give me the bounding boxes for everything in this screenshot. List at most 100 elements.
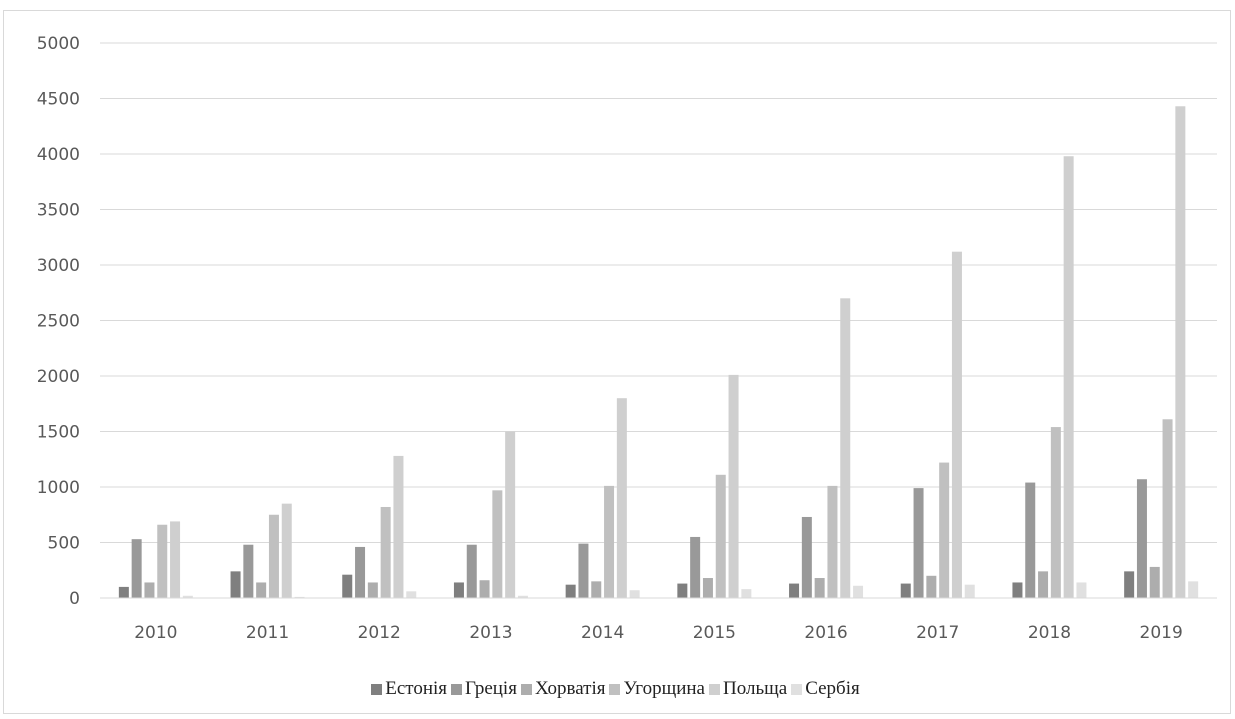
bar	[741, 589, 752, 598]
bar	[789, 583, 800, 598]
y-tick-label: 2500	[37, 312, 80, 332]
bar	[1076, 582, 1087, 598]
bar	[913, 488, 924, 598]
bar	[157, 524, 168, 598]
bar	[1012, 582, 1023, 598]
x-tick-label: 2011	[246, 623, 289, 643]
bar	[367, 582, 378, 598]
x-tick-label: 2010	[134, 623, 177, 643]
legend-label: Естонія	[385, 678, 448, 699]
legend-label: Польща	[723, 678, 788, 699]
bar	[715, 474, 726, 598]
bar	[814, 578, 825, 598]
bar	[591, 581, 602, 598]
bar	[827, 485, 838, 598]
bar	[355, 546, 366, 598]
legend: Естонія Греція Хорватія Угорщина Польща Сербі…	[0, 676, 1235, 702]
bar	[1162, 419, 1173, 598]
legend-item: Сербія	[791, 678, 860, 700]
bar	[182, 595, 193, 598]
bar	[1050, 427, 1061, 598]
legend-swatch	[520, 683, 532, 695]
y-tick-label: 3500	[37, 201, 80, 221]
legend-label: Угорщина	[623, 678, 705, 699]
bar	[604, 485, 615, 598]
bar	[342, 574, 353, 598]
y-tick-label: 1500	[37, 423, 80, 443]
x-tick-label: 2012	[358, 623, 401, 643]
y-tick-label: 3000	[37, 256, 80, 276]
bar	[230, 571, 241, 598]
bar	[1124, 571, 1135, 598]
bar	[453, 582, 464, 598]
bar	[1175, 106, 1186, 599]
legend-item: Естонія	[371, 678, 447, 700]
y-tick-label: 2000	[37, 367, 80, 387]
bar	[578, 543, 589, 598]
y-tick-label: 0	[69, 589, 80, 609]
x-tick-label: 2014	[581, 623, 624, 643]
x-tick-label: 2013	[469, 623, 512, 643]
bar	[144, 582, 155, 598]
bar	[243, 544, 254, 598]
bar	[1188, 581, 1199, 598]
legend-label: Хорватія	[534, 678, 606, 699]
bar	[939, 462, 950, 598]
y-tick-label: 4500	[37, 90, 80, 110]
bar	[131, 539, 142, 598]
x-tick-label: 2017	[916, 623, 959, 643]
bar	[926, 575, 937, 598]
bar	[702, 578, 713, 598]
y-tick-label: 1000	[37, 478, 80, 498]
bar	[1063, 156, 1074, 598]
bar	[629, 590, 640, 598]
x-tick-label: 2016	[804, 623, 847, 643]
bar	[565, 584, 576, 598]
bar	[801, 516, 812, 598]
bar	[728, 374, 739, 598]
bar	[118, 586, 129, 598]
legend-label: Греція	[465, 678, 517, 699]
bar	[690, 536, 701, 598]
bar	[964, 584, 975, 598]
legend-item: Угорщина	[609, 678, 705, 700]
bar	[900, 583, 911, 598]
bar	[840, 298, 851, 598]
bar	[492, 490, 503, 598]
bar	[1038, 571, 1049, 598]
bar	[505, 431, 516, 598]
bar	[951, 251, 962, 598]
bar	[1149, 566, 1160, 598]
y-tick-label: 4000	[37, 145, 80, 165]
bar	[380, 506, 391, 598]
bar	[466, 544, 477, 598]
bar	[853, 585, 864, 598]
x-tick-label: 2015	[693, 623, 736, 643]
bar	[281, 503, 292, 598]
bar	[406, 591, 417, 598]
legend-swatch	[609, 683, 621, 695]
legend-swatch	[791, 683, 803, 695]
bar	[616, 398, 627, 598]
legend-item: Хорватія	[520, 678, 606, 700]
y-tick-label: 500	[48, 534, 80, 554]
x-tick-label: 2018	[1028, 623, 1071, 643]
bar	[1136, 479, 1147, 598]
bar	[294, 596, 305, 598]
legend-label: Сербія	[805, 678, 860, 699]
legend-swatch	[451, 683, 463, 695]
legend-item: Греція	[451, 678, 517, 700]
legend-item: Польща	[709, 678, 787, 700]
y-tick-label: 5000	[37, 34, 80, 54]
bar	[256, 582, 267, 598]
bar	[677, 583, 688, 598]
legend-swatch	[709, 683, 720, 695]
bar	[268, 514, 279, 598]
bar	[393, 455, 404, 598]
bar	[517, 595, 528, 598]
bar	[1025, 482, 1036, 598]
x-tick-label: 2019	[1140, 623, 1183, 643]
legend-swatch	[371, 683, 383, 695]
bar	[479, 580, 490, 598]
